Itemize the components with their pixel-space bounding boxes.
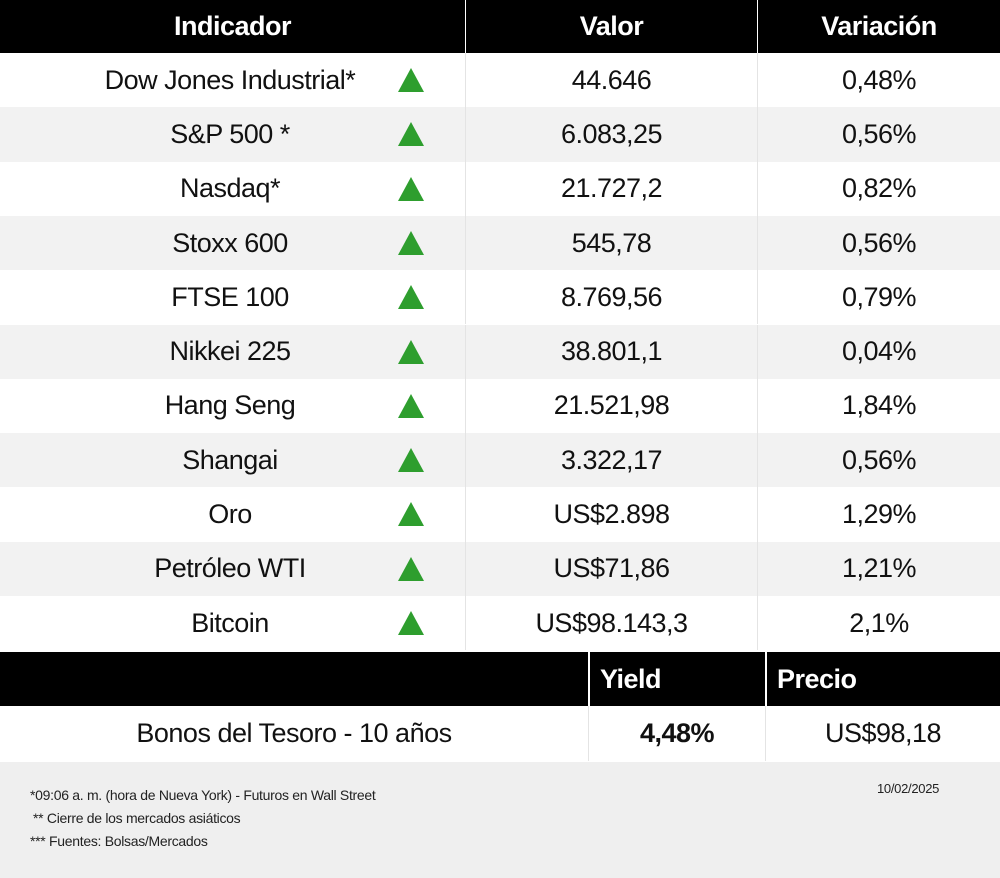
variation: 1,84%	[757, 378, 1000, 434]
value: 3.322,17	[465, 433, 757, 488]
value: 21.521,98	[465, 378, 757, 434]
variation: 1,21%	[757, 541, 1000, 596]
up-arrow	[398, 339, 424, 364]
variation: 0,04%	[757, 324, 1000, 379]
row-bg	[0, 53, 1000, 108]
bond-price: US$98,18	[765, 706, 1000, 762]
up-arrow	[398, 448, 424, 473]
row-bg	[0, 107, 1000, 162]
variation: 2,1%	[757, 596, 1000, 651]
up-arrow	[398, 230, 424, 255]
header-cell: Valor	[465, 0, 757, 53]
value: 38.801,1	[465, 324, 757, 379]
value: US$98.143,3	[465, 596, 757, 651]
variation: 1,29%	[757, 487, 1000, 542]
indicator: Dow Jones Industrial*	[104, 64, 356, 95]
indicator: S&P 500 *	[170, 118, 290, 149]
footnote: ** Cierre de los mercados asiáticos	[33, 810, 241, 826]
footnote: *09:06 a. m. (hora de Nueva York) - Futu…	[30, 787, 376, 803]
row-bg	[0, 324, 1000, 379]
header-cell: Indicador	[0, 0, 465, 53]
variation: 0,82%	[757, 161, 1000, 216]
row-bg	[0, 378, 1000, 434]
row-bg	[0, 541, 1000, 596]
up-arrow	[398, 176, 424, 201]
variation: 0,56%	[757, 215, 1000, 271]
indicator: Nasdaq*	[179, 173, 281, 204]
row-bg	[0, 596, 1000, 651]
indicator: Petróleo WTI	[154, 553, 306, 584]
header-cell: Variación	[757, 0, 1000, 53]
up-arrow	[398, 68, 424, 92]
variation: 0,79%	[757, 270, 1000, 325]
up-arrow	[398, 285, 424, 310]
up-arrow	[398, 611, 424, 635]
value: US$71,86	[465, 541, 757, 596]
bond-header-blank	[0, 652, 588, 707]
indicator: Hang Seng	[164, 390, 296, 421]
row-bg	[0, 433, 1000, 488]
value: 545,78	[465, 215, 757, 271]
up-arrow	[398, 393, 424, 418]
up-arrow	[398, 122, 424, 147]
indicator: Nikkei 225	[169, 336, 291, 367]
value: 6.083,25	[465, 107, 757, 162]
indicator: FTSE 100	[171, 281, 289, 312]
date: 10/02/2025	[877, 781, 940, 796]
variation: 0,56%	[757, 107, 1000, 162]
bond-name: Bonos del Tesoro - 10 años	[136, 718, 452, 749]
value: 8.769,56	[465, 270, 757, 325]
indicator: Oro	[208, 499, 252, 530]
up-arrow	[398, 502, 424, 527]
value: 21.727,2	[465, 161, 757, 216]
indicator: Bitcoin	[191, 607, 269, 638]
bond-header: Yield	[588, 652, 765, 707]
up-arrow	[398, 556, 424, 581]
row-bg	[0, 270, 1000, 325]
row-bg	[0, 161, 1000, 216]
indicator: Shangai	[182, 444, 278, 475]
footnote: *** Fuentes: Bolsas/Mercados	[30, 833, 208, 849]
indicator: Stoxx 600	[172, 227, 288, 258]
row-bg	[0, 215, 1000, 271]
bond-header: Precio	[765, 652, 1000, 707]
value: 44.646	[465, 53, 757, 108]
bond-yield: 4,48%	[588, 706, 765, 762]
variation: 0,56%	[757, 433, 1000, 488]
variation: 0,48%	[757, 53, 1000, 108]
value: US$2.898	[465, 487, 757, 542]
row-bg	[0, 487, 1000, 542]
footer: *09:06 a. m. (hora de Nueva York) - Futu…	[0, 762, 1000, 878]
